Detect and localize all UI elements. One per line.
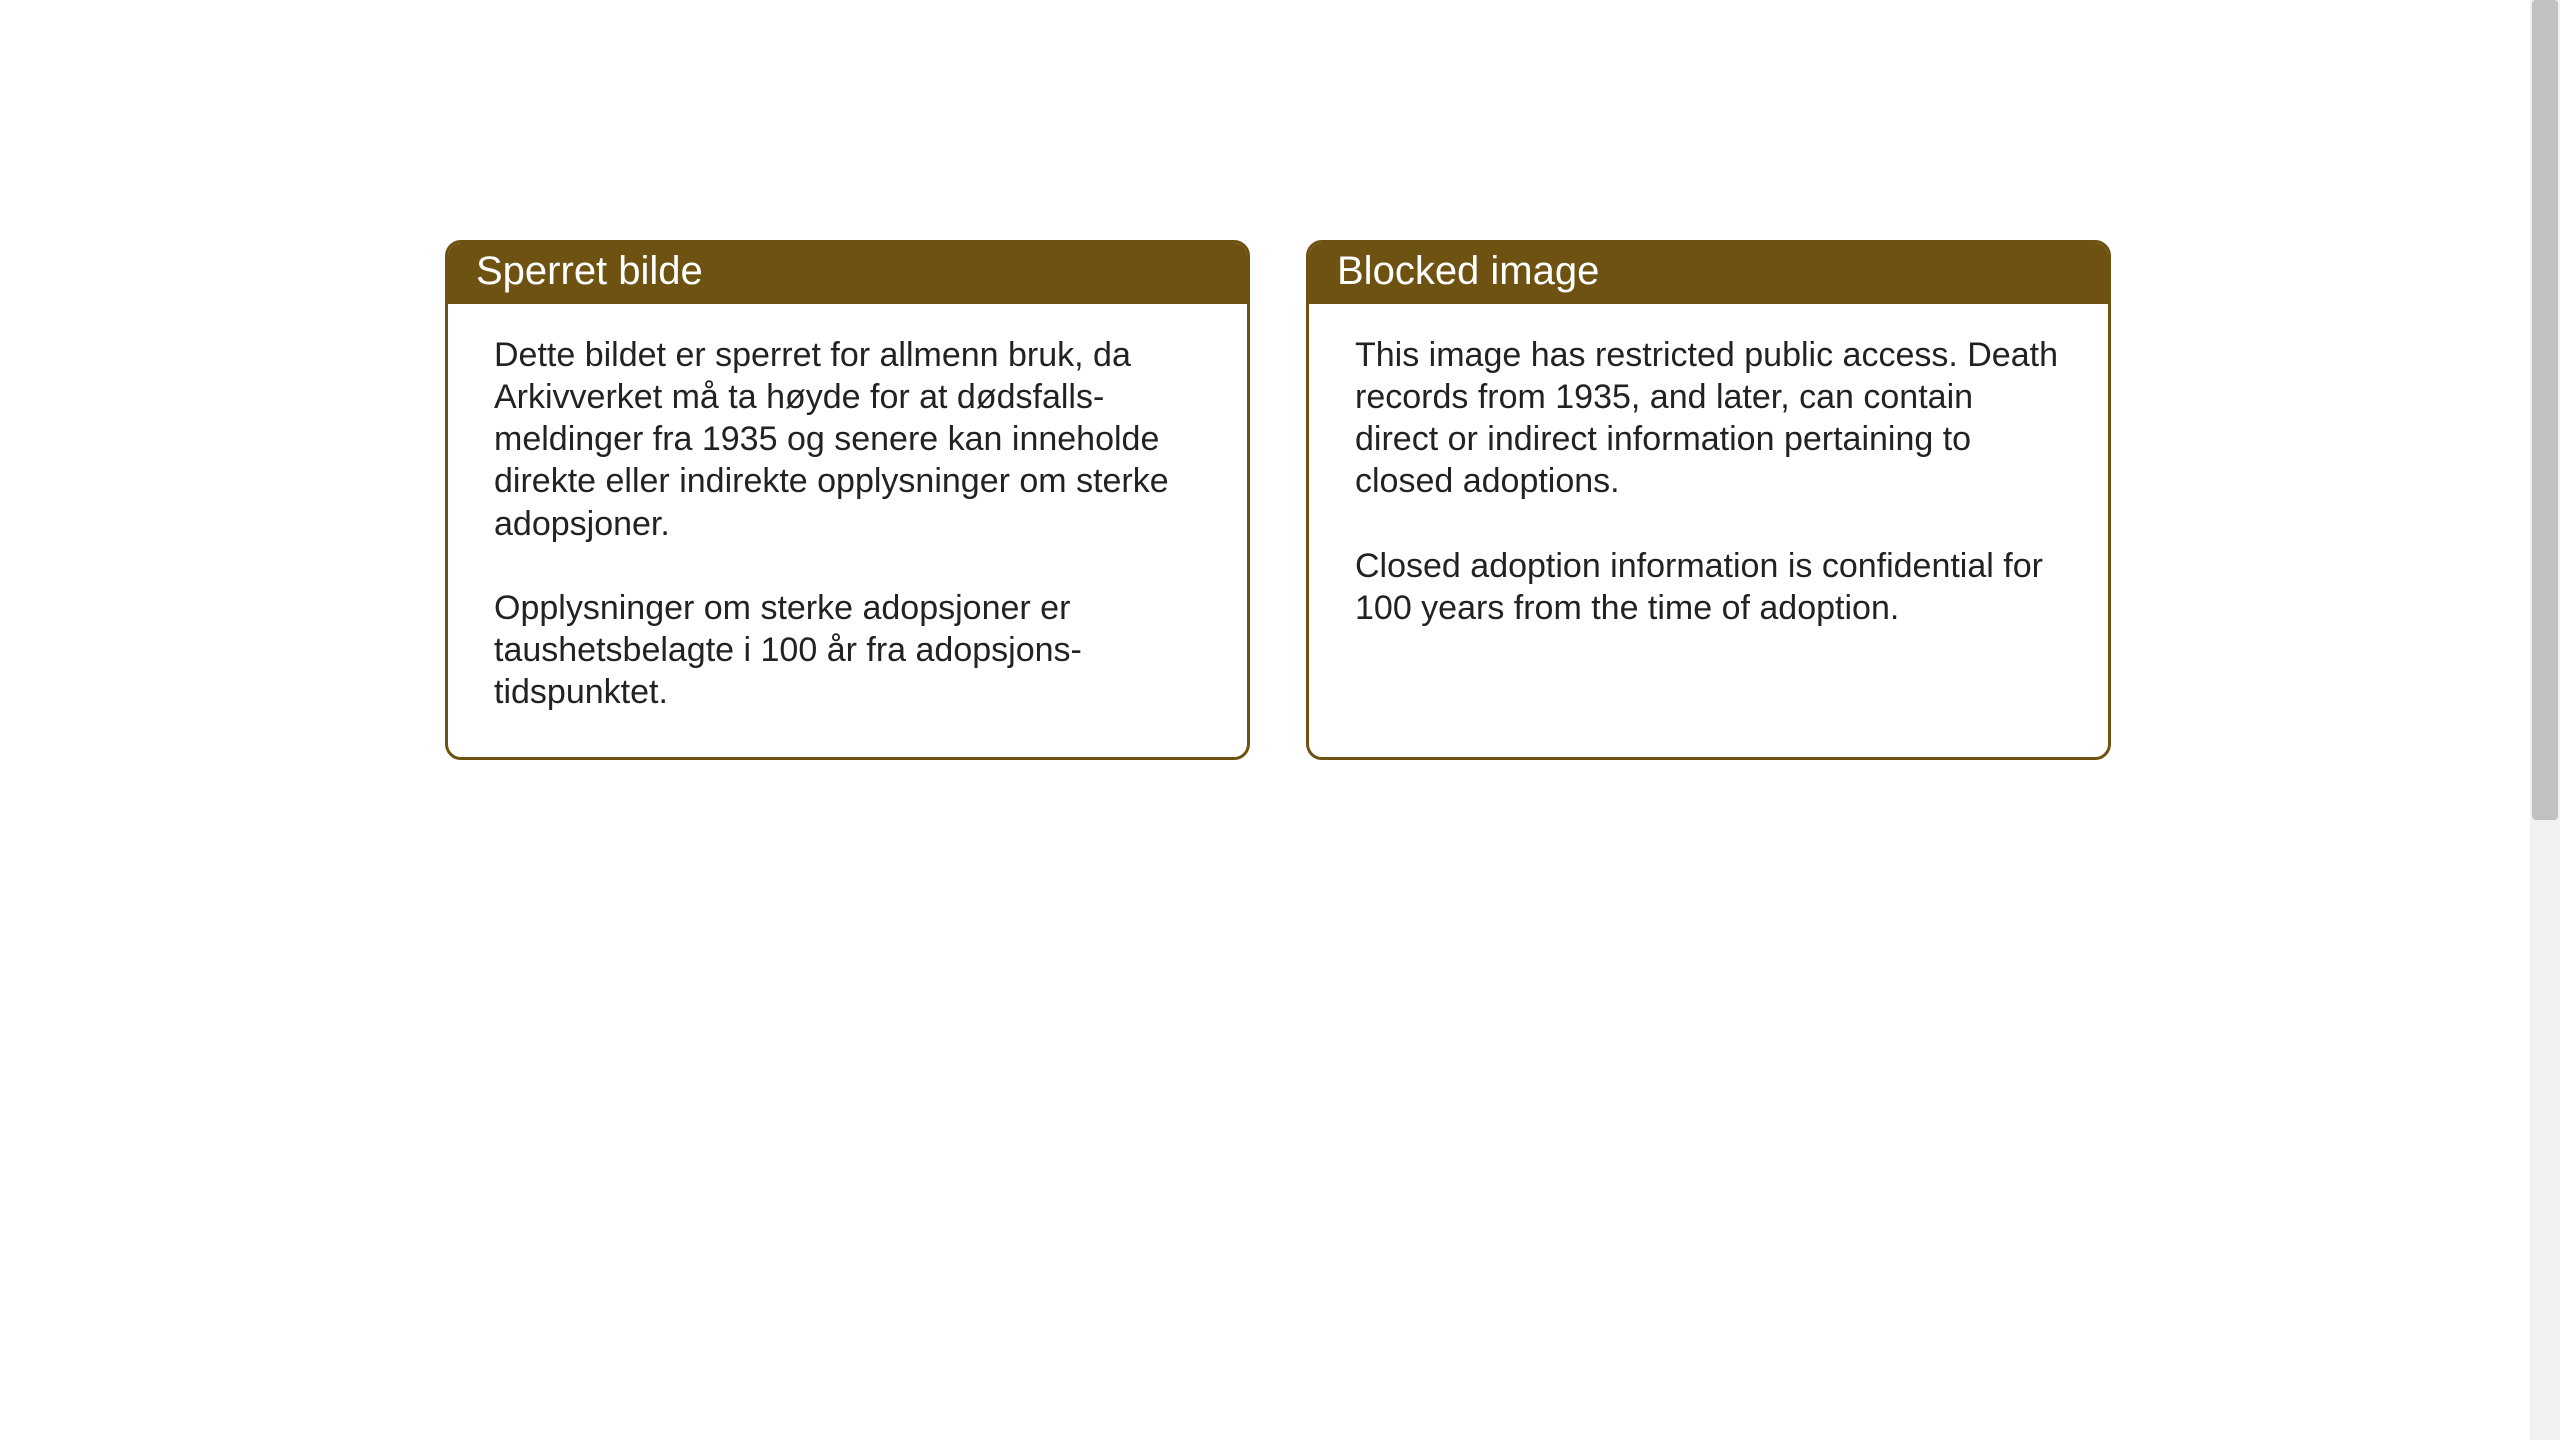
notice-card-english: Blocked image This image has restricted … — [1306, 240, 2111, 760]
notice-body-english: This image has restricted public access.… — [1309, 304, 2108, 673]
notice-paragraph: This image has restricted public access.… — [1355, 334, 2062, 503]
notice-paragraph: Dette bildet er sperret for allmenn bruk… — [494, 334, 1201, 545]
vertical-scrollbar[interactable] — [2530, 0, 2560, 1440]
notice-container: Sperret bilde Dette bildet er sperret fo… — [445, 240, 2111, 760]
notice-card-norwegian: Sperret bilde Dette bildet er sperret fo… — [445, 240, 1250, 760]
notice-header-norwegian: Sperret bilde — [448, 243, 1247, 304]
notice-body-norwegian: Dette bildet er sperret for allmenn bruk… — [448, 304, 1247, 757]
notice-paragraph: Closed adoption information is confident… — [1355, 545, 2062, 629]
notice-header-english: Blocked image — [1309, 243, 2108, 304]
notice-paragraph: Opplysninger om sterke adopsjoner er tau… — [494, 587, 1201, 713]
scrollbar-thumb[interactable] — [2532, 0, 2558, 820]
